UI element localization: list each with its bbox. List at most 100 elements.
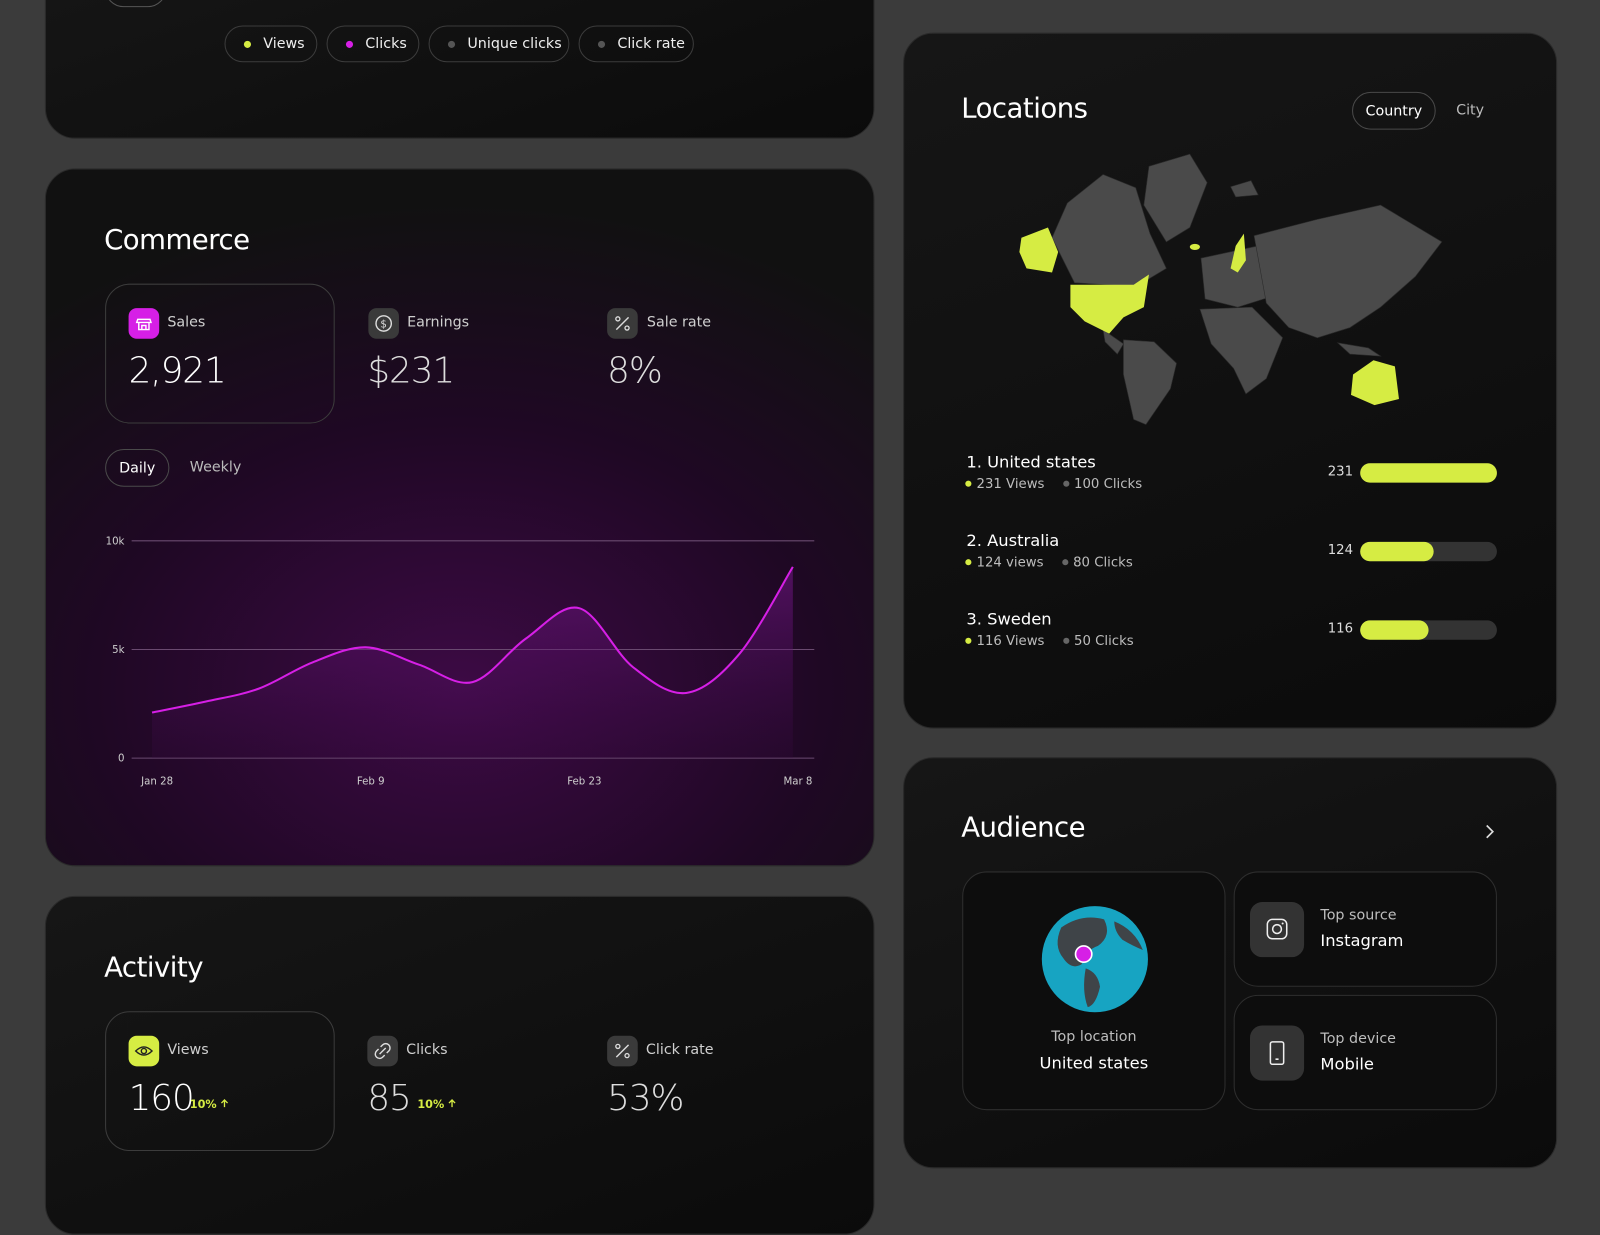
audience-device-card: Top device Mobile [1233, 994, 1497, 1111]
stat-label: Earnings [407, 314, 470, 331]
bar [1360, 620, 1429, 640]
sales-icon [128, 308, 160, 339]
x-tick-label: Feb 9 [357, 777, 385, 788]
card-title: Audience [961, 812, 1086, 844]
dot [965, 480, 972, 487]
audience-label: Top location [1051, 1028, 1137, 1045]
stat-label: Views [167, 1041, 209, 1059]
world-map [1019, 153, 1443, 425]
earnings-icon: $ [368, 308, 399, 339]
rate-icon [607, 308, 638, 339]
clicks-text: 80 Clicks [1073, 555, 1133, 571]
dot [965, 637, 972, 644]
dot [965, 558, 972, 565]
location-name: 1. United states [966, 452, 1096, 472]
card-title: Activity [104, 952, 204, 984]
tab-active[interactable]: Country [1352, 91, 1436, 130]
change-badge: 10% [190, 1098, 230, 1111]
stat-label: Clicks [406, 1041, 448, 1059]
activity-card: Activity Views 160 10% Clicks 85 10% Cli… [44, 895, 875, 1235]
clicks-text: 100 Clicks [1074, 476, 1143, 492]
locations-card: Locations Country City 1. [903, 32, 1558, 729]
legend-label: Views [263, 35, 305, 53]
bar [1360, 541, 1434, 562]
globe [1041, 906, 1148, 1013]
bar-value: 124 [1327, 542, 1354, 559]
bar-value: 231 [1327, 464, 1354, 480]
engagement-card: Views Clicks Unique clicks Click rate [44, 0, 875, 139]
location-name: 2. Australia [966, 530, 1060, 550]
audience-card: Audience Top location United states Top … [903, 757, 1558, 1169]
svg-text:$: $ [380, 320, 386, 331]
dot [1062, 637, 1069, 644]
tab[interactable]: Weekly [189, 459, 242, 476]
audience-source-card: Top source Instagram [1233, 871, 1497, 987]
clicks-icon [367, 1035, 398, 1067]
area [152, 566, 793, 759]
stat-value: 85 [367, 1078, 411, 1120]
card-title: Commerce [104, 224, 250, 257]
change-badge: 10% [417, 1098, 457, 1111]
legend-label: Unique clicks [467, 35, 562, 53]
partial-button[interactable] [105, 0, 167, 8]
eye-glyph [134, 1046, 154, 1056]
audience-value: Mobile [1320, 1054, 1374, 1074]
stat-value: 8% [607, 351, 663, 392]
commerce-chart: 0 5k 10k Jan 28 Feb 9 Feb 23 Mar 8 [106, 536, 815, 788]
location-stats: 124 views 80 Clicks [965, 555, 1133, 571]
tab-active[interactable]: Daily [105, 448, 170, 487]
stat-value: 2,921 [128, 351, 227, 392]
device-icon [1249, 1025, 1305, 1081]
x-tick-label: Mar 8 [783, 777, 812, 788]
tab[interactable]: City [1456, 102, 1485, 119]
stat-value: 160 [128, 1078, 195, 1120]
legend-chip[interactable]: Click rate [578, 25, 694, 63]
store-glyph [135, 318, 153, 331]
location-stats: 116 Views 50 Clicks [965, 633, 1134, 649]
legend-chip[interactable]: Clicks [326, 25, 420, 63]
views-icon [128, 1035, 160, 1067]
stat-box [105, 283, 335, 424]
x-tick-label: Jan 28 [140, 777, 173, 788]
audience-value: United states [1039, 1053, 1149, 1073]
location-name: 3. Sweden [966, 609, 1052, 629]
y-tick-label: 0 [118, 754, 124, 765]
stat-label: Click rate [645, 1041, 714, 1059]
audience-label: Top source [1320, 907, 1397, 924]
x-tick-label: Feb 23 [567, 777, 601, 788]
audience-value: Instagram [1320, 930, 1404, 950]
link-glyph [374, 1042, 391, 1060]
dot [1062, 480, 1069, 487]
audience-label: Top device [1320, 1030, 1396, 1047]
source-icon [1249, 902, 1305, 958]
up-arrow [448, 1099, 456, 1108]
dollar-glyph: $ [375, 315, 393, 332]
legend-label: Clicks [365, 35, 407, 53]
dot [1061, 558, 1069, 565]
audience-location-card: Top location United states [962, 871, 1226, 1111]
y-tick-label: 10k [106, 536, 125, 547]
legend-label: Click rate [617, 35, 685, 53]
views-text: 231 Views [976, 476, 1045, 492]
chevron-right[interactable] [1482, 823, 1498, 839]
stat-value: $231 [367, 351, 455, 392]
percent-glyph [615, 316, 630, 331]
clicks-text: 50 Clicks [1074, 633, 1134, 649]
card-title: Locations [961, 92, 1088, 125]
dashboard: Views Clicks Unique clicks Click rate Co… [44, 0, 1558, 1235]
y-tick-label: 5k [112, 645, 124, 656]
percent-glyph [615, 1043, 630, 1059]
line [151, 566, 794, 714]
change-text: 10% [189, 1097, 217, 1112]
phone-glyph [1269, 1041, 1285, 1066]
location-stats: 231 Views 100 Clicks [965, 477, 1142, 492]
views-text: 116 Views [976, 633, 1045, 649]
change-text: 10% [417, 1097, 445, 1112]
legend-chip[interactable]: Unique clicks [428, 25, 570, 63]
views-text: 124 views [976, 555, 1044, 571]
stat-label: Sales [167, 314, 206, 331]
legend-chip[interactable]: Views [224, 25, 318, 63]
bar-value: 116 [1327, 621, 1354, 637]
page: Views Clicks Unique clicks Click rate Co… [44, 0, 1558, 1235]
commerce-card: Commerce Sales 2,921 $ Earnings $231 Sal… [44, 168, 875, 867]
